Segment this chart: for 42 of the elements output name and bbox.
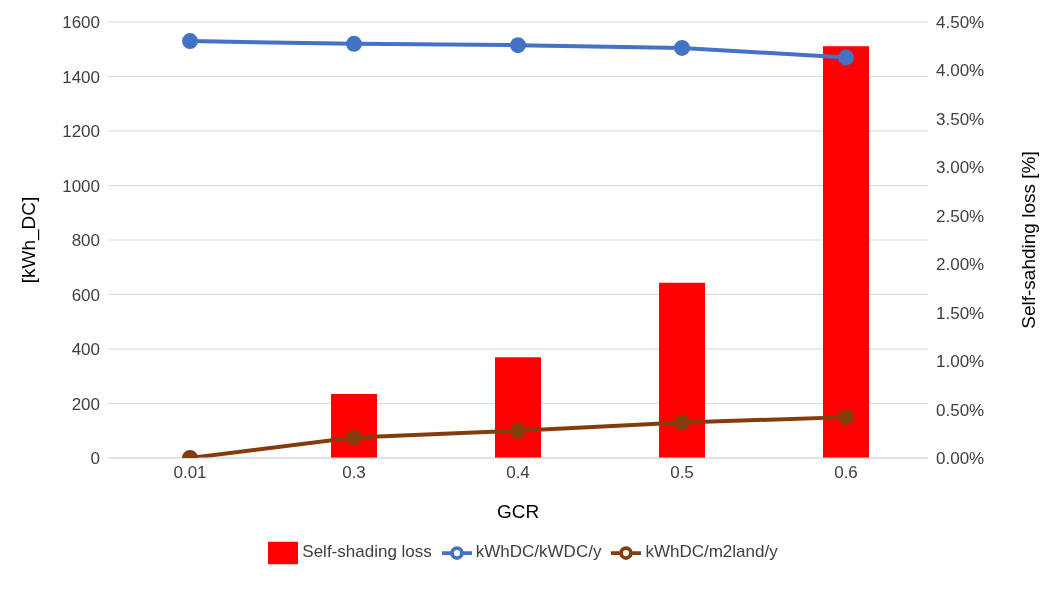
bar: [495, 357, 541, 458]
point: [674, 39, 690, 56]
y2-tick-label: 2.00%: [936, 255, 985, 275]
y2-axis-title: Self-sahding loss [%]: [1017, 151, 1039, 329]
y2-tick-label: 1.50%: [936, 303, 985, 323]
y-tick-label: 400: [71, 340, 100, 360]
y2-tick-label: 0.50%: [936, 400, 985, 420]
y-tick-label: 200: [71, 394, 100, 414]
y-axis-title: [kWh_DC]: [17, 196, 40, 284]
y2-tick-label: 1.00%: [936, 352, 985, 372]
point: [674, 414, 690, 431]
y2-tick-label: 3.00%: [936, 158, 985, 178]
y-tick-label: 1600: [62, 13, 100, 33]
point: [182, 33, 198, 50]
legend-label: kWhDC/kWDC/y: [475, 542, 602, 562]
y2-tick-label: 2.50%: [936, 206, 985, 226]
point: [510, 422, 526, 439]
point: [346, 429, 362, 446]
y2-tick-label: 0.00%: [936, 449, 985, 469]
y2-tick-label: 4.00%: [936, 61, 985, 81]
y-tick-label: 1200: [62, 122, 100, 142]
x-tick-label: 0.6: [834, 463, 858, 483]
point: [510, 37, 526, 54]
y-tick-label: 600: [71, 285, 100, 305]
point: [838, 409, 854, 426]
x-tick-label: 0.5: [670, 463, 694, 483]
point: [346, 35, 362, 52]
y2-tick-label: 4.50%: [936, 13, 985, 33]
y-tick-label: 1400: [62, 67, 100, 87]
legend-label: Self-shading loss: [302, 542, 432, 562]
legend-label: kWhDC/m2land/y: [645, 542, 778, 562]
y2-tick-label: 3.50%: [936, 109, 985, 129]
x-tick-label: 0.3: [342, 463, 366, 483]
x-tick-label: 0.01: [173, 463, 207, 483]
y-tick-label: 800: [71, 231, 100, 251]
y-tick-label: 1000: [62, 176, 100, 196]
bar: [823, 46, 869, 458]
x-tick-label: 0.4: [506, 463, 530, 483]
y-tick-label: 0: [90, 449, 100, 469]
x-axis-title: GCR: [496, 501, 540, 522]
point: [838, 49, 854, 66]
bar: [659, 282, 705, 458]
